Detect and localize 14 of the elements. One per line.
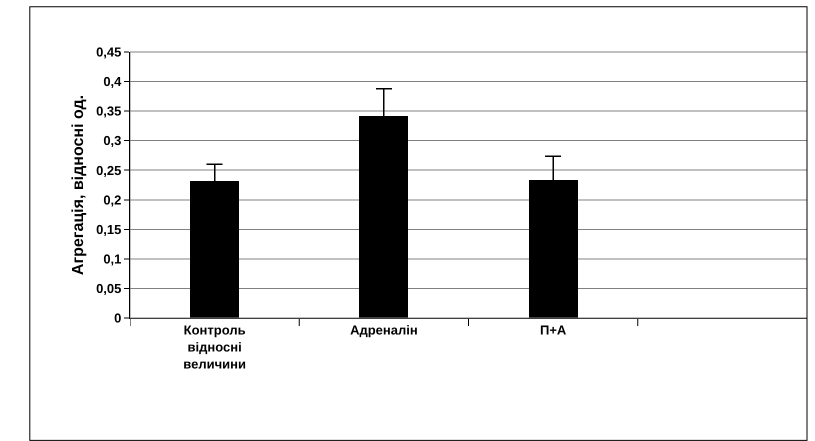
y-tick-label: 0,35: [96, 104, 122, 119]
x-tick-label: Адреналін: [350, 322, 418, 338]
y-tick-label: 0,45: [96, 44, 122, 60]
y-tick-label: 0,3: [103, 133, 122, 148]
y-tick-label: 0: [114, 310, 122, 326]
x-tick-label: П+А: [540, 322, 567, 338]
y-tick-label: 0,2: [103, 192, 122, 208]
y-tick-label: 0,15: [96, 222, 122, 237]
y-tick-label: 0,1: [103, 251, 122, 266]
x-tick-label: Контроль відносні величини: [183, 322, 246, 372]
y-tick-label: 0,05: [96, 280, 122, 296]
y-tick-label: 0,4: [103, 74, 122, 90]
y-tick-label: 0,25: [96, 162, 122, 178]
y-axis-title: Агрегація, відносні од.: [70, 94, 87, 276]
